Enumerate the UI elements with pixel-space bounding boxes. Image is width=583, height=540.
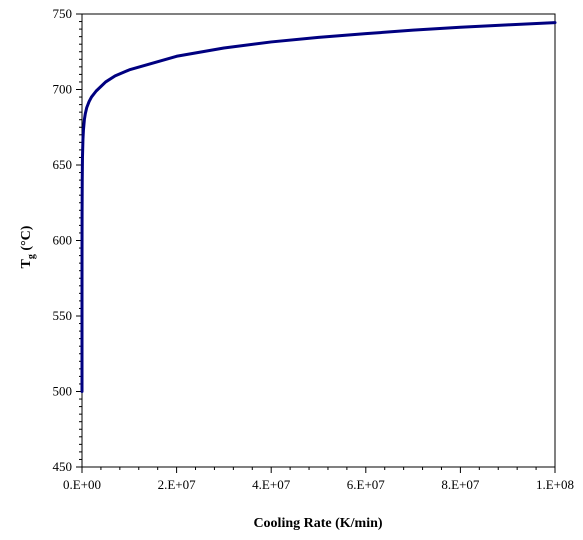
y-axis: 450 500 550 600 650 700 750 [53, 6, 82, 474]
y-tick-label: 700 [53, 82, 73, 97]
y-tick-label: 750 [53, 6, 73, 21]
x-tick-label: 2.E+07 [158, 477, 197, 492]
x-axis-title: Cooling Rate (K/min) [253, 516, 382, 531]
series-layer [80, 21, 557, 393]
x-tick-label: 6.E+07 [347, 477, 386, 492]
x-tick-label: 4.E+07 [252, 477, 291, 492]
y-axis-title: Tg (°C) [19, 225, 37, 268]
y-axis-title-main: T [19, 258, 34, 268]
x-tick-label: 1.E+08 [536, 477, 574, 492]
y-tick-label: 450 [53, 459, 73, 474]
y-tick-label: 550 [53, 308, 73, 323]
x-tick-label: 8.E+07 [441, 477, 480, 492]
y-tick-label: 600 [53, 233, 73, 248]
y-tick-label: 650 [53, 157, 73, 172]
series-line [80, 21, 557, 393]
x-tick-label: 0.E+00 [63, 477, 101, 492]
y-tick-label: 500 [53, 384, 73, 399]
y-axis-title-sub: g [26, 254, 37, 259]
y-axis-title-unit: (°C) [19, 225, 34, 254]
plot-area [81, 13, 556, 468]
x-axis: 0.E+00 2.E+07 4.E+07 6.E+07 8.E+07 1.E+08 [63, 467, 574, 492]
plot-border [81, 13, 556, 468]
